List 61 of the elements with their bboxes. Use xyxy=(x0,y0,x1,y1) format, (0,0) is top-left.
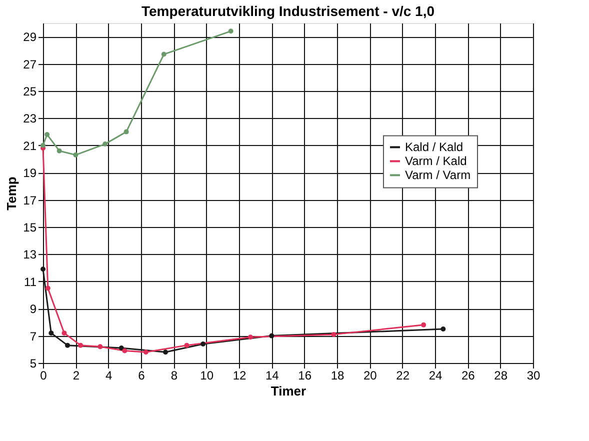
x-tick-label: 18 xyxy=(330,368,344,382)
y-tick-label: 27 xyxy=(23,57,37,72)
point xyxy=(102,142,108,147)
point xyxy=(40,142,46,148)
point xyxy=(73,152,78,158)
x-tick-label: 2 xyxy=(72,368,80,382)
point xyxy=(228,28,234,34)
y-tick-label: 11 xyxy=(24,274,37,289)
point xyxy=(161,52,166,57)
chart-title: Temperaturutvikling Industrisement - v/c 1,0 xyxy=(141,3,435,19)
x-tick-label: 14 xyxy=(265,368,280,382)
point xyxy=(118,346,124,351)
legend-label: Varm / Varm xyxy=(405,168,471,182)
legend-label: Kald / Kald xyxy=(405,140,464,154)
point xyxy=(200,341,206,346)
x-axis-title: Timer xyxy=(270,384,306,398)
y-tick-label: 19 xyxy=(23,166,37,180)
y-tick-label: 17 xyxy=(23,193,37,208)
point xyxy=(98,344,103,350)
y-tick-label: 9 xyxy=(30,302,37,316)
point xyxy=(440,326,446,332)
y-tick-label: 7 xyxy=(30,329,37,344)
y-tick-label: 15 xyxy=(23,220,37,234)
y-tick-label: 29 xyxy=(23,30,37,44)
point xyxy=(184,342,190,348)
point xyxy=(44,132,50,138)
x-tick-label: 12 xyxy=(232,368,246,382)
y-tick-label: 13 xyxy=(23,248,37,262)
point xyxy=(78,342,84,348)
y-tick-label: 23 xyxy=(23,112,37,126)
point xyxy=(124,129,129,134)
x-tick-label: 26 xyxy=(461,368,476,382)
point xyxy=(163,350,168,355)
x-tick-label: 22 xyxy=(396,368,410,382)
point xyxy=(269,333,274,338)
y-tick-label: 5 xyxy=(30,356,37,370)
x-tick-label: 30 xyxy=(526,368,540,382)
point xyxy=(421,322,426,328)
point xyxy=(331,332,336,337)
point xyxy=(45,286,50,291)
x-tick-label: 16 xyxy=(298,368,312,382)
legend-label: Varm / Kald xyxy=(405,154,467,168)
point xyxy=(62,330,67,336)
point xyxy=(56,148,62,154)
point xyxy=(122,348,128,354)
x-tick-label: 0 xyxy=(40,368,48,382)
point xyxy=(40,266,46,272)
x-tick-label: 10 xyxy=(200,368,214,382)
x-tick-label: 6 xyxy=(138,368,146,382)
point xyxy=(143,350,148,355)
x-tick-label: 20 xyxy=(363,368,378,382)
point xyxy=(65,342,70,348)
y-tick-label: 21 xyxy=(23,138,37,153)
x-tick-label: 28 xyxy=(494,368,508,382)
y-axis-title: Temp xyxy=(4,176,20,210)
x-tick-label: 24 xyxy=(428,368,442,382)
point xyxy=(248,334,253,340)
y-tick-label: 25 xyxy=(23,84,37,98)
x-tick-label: 4 xyxy=(105,368,112,382)
point xyxy=(48,330,54,336)
x-tick-label: 8 xyxy=(170,368,178,382)
